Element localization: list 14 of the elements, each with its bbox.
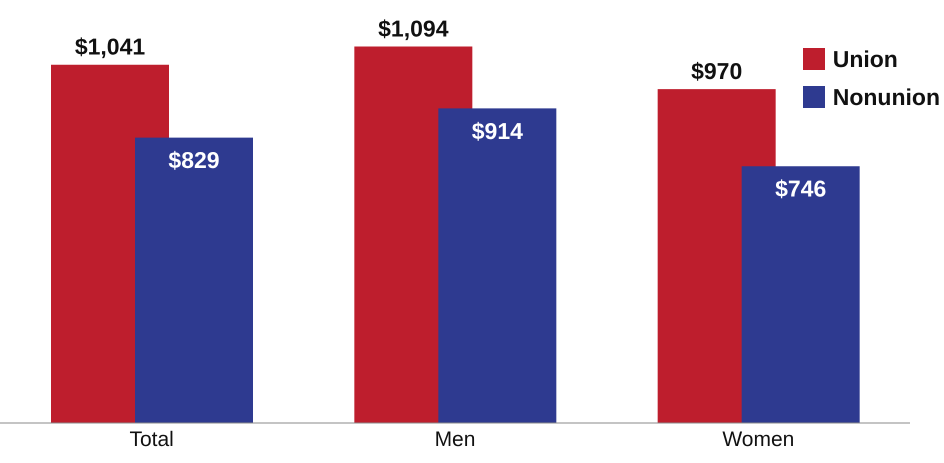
x-tick-label: Total xyxy=(129,428,174,451)
data-label: $1,041 xyxy=(74,34,146,60)
data-label: $746 xyxy=(775,176,826,202)
x-tick-label: Women xyxy=(722,428,794,451)
data-label: $970 xyxy=(691,58,742,84)
x-tick-label: Men xyxy=(434,428,476,451)
data-label: $1,094 xyxy=(378,15,449,42)
bar xyxy=(438,108,556,423)
legend-label: Union xyxy=(832,46,898,72)
bar xyxy=(135,138,253,423)
data-label: $829 xyxy=(168,147,220,174)
data-label: $914 xyxy=(472,118,524,144)
bar xyxy=(742,166,860,423)
legend-label: Nonunion xyxy=(832,84,940,110)
